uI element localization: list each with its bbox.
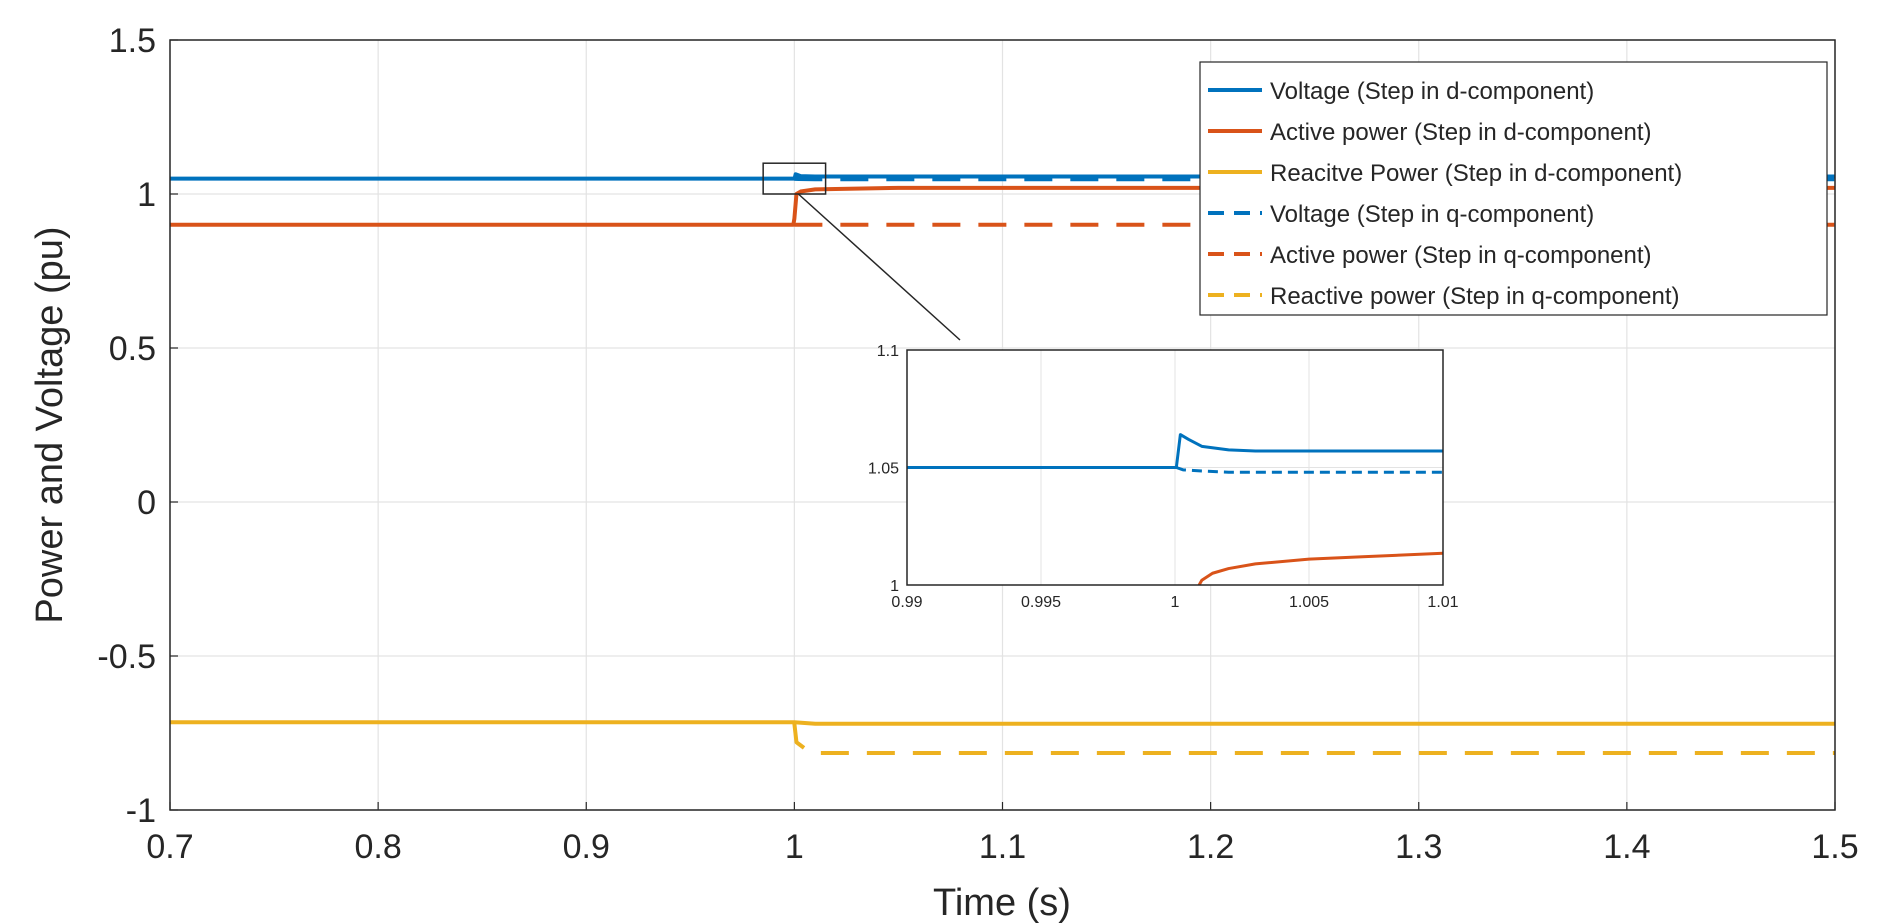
inset-x-tick-label: 1 bbox=[1171, 594, 1180, 611]
x-tick-label: 0.7 bbox=[146, 828, 193, 866]
x-tick-label: 1 bbox=[785, 828, 804, 866]
zoom-indicator bbox=[762, 162, 961, 341]
main-x-tick-labels: 0.7 0.8 0.9 1 1.1 1.2 1.3 1.4 1.5 bbox=[146, 828, 1858, 866]
x-tick-label: 1.2 bbox=[1187, 828, 1234, 866]
y-axis-title: Power and Voltage (pu) bbox=[29, 226, 71, 623]
series-line-1 bbox=[170, 172, 1835, 181]
y-tick-label: -0.5 bbox=[97, 638, 156, 676]
series-line-4 bbox=[793, 176, 1835, 182]
inset-x-tick-label: 0.995 bbox=[1021, 594, 1061, 611]
inset-x-tick-label: 1.01 bbox=[1427, 594, 1458, 611]
legend: Voltage (Step in d-component) Active powe… bbox=[1199, 61, 1828, 316]
series-line-3 bbox=[170, 720, 1835, 726]
main-axes-box bbox=[169, 39, 1836, 811]
legend-label-5: Active power (Step in q-component) bbox=[1270, 242, 1652, 269]
legend-label-2: Active power (Step in d-component) bbox=[1270, 119, 1652, 146]
x-tick-label: 0.9 bbox=[563, 828, 610, 866]
x-axis-title: Time (s) bbox=[933, 882, 1071, 923]
inset-x-tick-label: 1.005 bbox=[1289, 594, 1329, 611]
inset-axes: 0.99 0.995 1 1.005 1.01 1.1 1.05 1 bbox=[868, 343, 1459, 611]
inset-series-line-1 bbox=[907, 433, 1443, 469]
inset-axes-box bbox=[906, 349, 1444, 586]
inset-series-line-3 bbox=[1197, 551, 1444, 586]
inset-series-layer bbox=[907, 433, 1444, 586]
x-tick-label: 1.4 bbox=[1603, 828, 1650, 866]
inset-y-tick-label: 1.05 bbox=[868, 461, 899, 478]
x-tick-label: 1.5 bbox=[1811, 828, 1858, 866]
x-tick-label: 1.1 bbox=[979, 828, 1026, 866]
inset-y-tick-label: 1 bbox=[890, 578, 899, 595]
inset-x-tick-labels: 0.99 0.995 1 1.005 1.01 bbox=[891, 594, 1458, 611]
zoom-connector bbox=[797, 193, 961, 341]
main-y-tick-labels: 1.5 1 0.5 0 -0.5 -1 bbox=[97, 22, 156, 830]
x-tick-label: 0.8 bbox=[354, 828, 401, 866]
inset-y-tick-label: 1.1 bbox=[877, 343, 899, 360]
inset-y-tick-labels: 1.1 1.05 1 bbox=[868, 343, 899, 595]
y-tick-label: 1 bbox=[137, 176, 156, 214]
legend-label-1: Voltage (Step in d-component) bbox=[1270, 78, 1594, 105]
y-tick-label: 0.5 bbox=[109, 330, 156, 368]
inset-x-tick-label: 0.99 bbox=[891, 594, 922, 611]
y-tick-label: 0 bbox=[137, 484, 156, 522]
inset-series-line-2 bbox=[1175, 466, 1443, 474]
legend-label-6: Reactive power (Step in q-component) bbox=[1270, 283, 1680, 310]
legend-label-3: Reacitve Power (Step in d-component) bbox=[1270, 160, 1682, 187]
zoom-box bbox=[762, 162, 827, 195]
x-tick-label: 1.3 bbox=[1395, 828, 1442, 866]
legend-label-4: Voltage (Step in q-component) bbox=[1270, 201, 1594, 228]
series-line-6 bbox=[792, 723, 1835, 756]
series-line-2 bbox=[170, 185, 1835, 227]
y-tick-label: 1.5 bbox=[109, 22, 156, 60]
legend-items: Voltage (Step in d-component) Active powe… bbox=[1208, 78, 1682, 310]
legend-box bbox=[1199, 61, 1828, 316]
y-tick-label: -1 bbox=[126, 792, 156, 830]
